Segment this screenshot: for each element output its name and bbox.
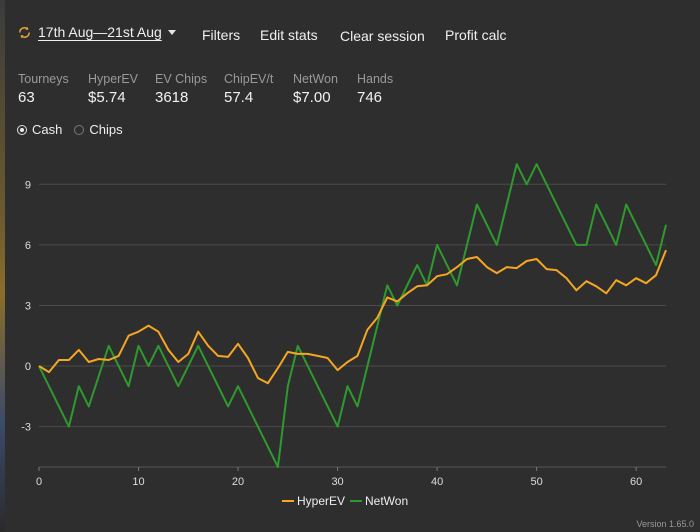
x-tick-label: 40 — [431, 476, 443, 488]
stat-value: $7.00 — [293, 89, 331, 106]
stat-ev-chips: EV Chips 3618 — [155, 72, 207, 106]
stat-tourneys: Tourneys 63 — [18, 72, 69, 106]
y-tick-label: 6 — [25, 240, 31, 252]
stat-chipev-per-tourney: ChipEV/t 57.4 — [224, 72, 273, 106]
profit-line-chart: -3 0 3 6 9 0 10 20 30 40 50 60 HyperEV NetWon — [21, 163, 667, 508]
stat-hands: Hands 746 — [357, 72, 393, 106]
session-panel: 17th Aug—21st Aug Filters Edit stats Cle… — [5, 0, 700, 532]
series-line-hyperev — [38, 249, 667, 385]
radio-unselected-icon — [74, 124, 85, 135]
date-range-label: 17th Aug—21st Aug — [38, 24, 162, 40]
radio-label: Cash — [32, 122, 63, 137]
x-tick-label: 20 — [232, 476, 244, 488]
x-tick-label: 60 — [630, 476, 642, 488]
stat-value: 63 — [18, 89, 35, 106]
legend-label: NetWon — [365, 494, 408, 508]
y-tick-label: -3 — [21, 422, 31, 434]
profit-calc-button[interactable]: Profit calc — [445, 27, 507, 43]
desktop-background-edge — [0, 0, 5, 532]
stat-value: $5.74 — [88, 89, 126, 106]
mode-radio-group: Cash Chips — [17, 122, 135, 137]
x-tick-label: 0 — [36, 476, 42, 488]
y-tick-label: 0 — [25, 361, 31, 373]
radio-selected-icon — [17, 124, 27, 135]
version-label: Version 1.65.0 — [636, 519, 694, 529]
legend-label: HyperEV — [297, 494, 345, 508]
stat-value: 746 — [357, 89, 383, 106]
stat-value: 57.4 — [224, 89, 254, 106]
x-tick-label: 50 — [530, 476, 542, 488]
stat-label: Hands — [357, 72, 394, 86]
toolbar: 17th Aug—21st Aug Filters Edit stats Cle… — [5, 18, 700, 52]
stat-label: EV Chips — [155, 72, 208, 86]
stat-label: HyperEV — [88, 72, 139, 86]
stat-label: ChipEV/t — [224, 72, 274, 86]
edit-stats-button[interactable]: Edit stats — [260, 27, 318, 43]
clear-session-button[interactable]: Clear session — [340, 28, 425, 44]
stat-netwon: NetWon $7.00 — [293, 72, 338, 106]
y-tick-label: 9 — [25, 179, 31, 191]
stat-label: Tourneys — [18, 72, 69, 86]
filters-button[interactable]: Filters — [202, 27, 241, 43]
sync-icon — [19, 26, 30, 38]
date-range-dropdown[interactable]: 17th Aug—21st Aug — [17, 24, 176, 40]
chips-radio[interactable]: Chips — [74, 122, 123, 137]
x-tick-label: 30 — [331, 476, 343, 488]
stat-hyperev: HyperEV $5.74 — [88, 72, 138, 106]
radio-label: Chips — [89, 122, 123, 137]
chevron-down-icon — [167, 29, 176, 35]
x-tick-label: 10 — [132, 476, 144, 488]
cash-radio[interactable]: Cash — [17, 122, 62, 137]
stat-value: 3618 — [155, 89, 189, 106]
series-line-netwon — [38, 163, 667, 468]
stat-label: NetWon — [293, 72, 338, 86]
y-tick-label: 3 — [25, 300, 31, 312]
